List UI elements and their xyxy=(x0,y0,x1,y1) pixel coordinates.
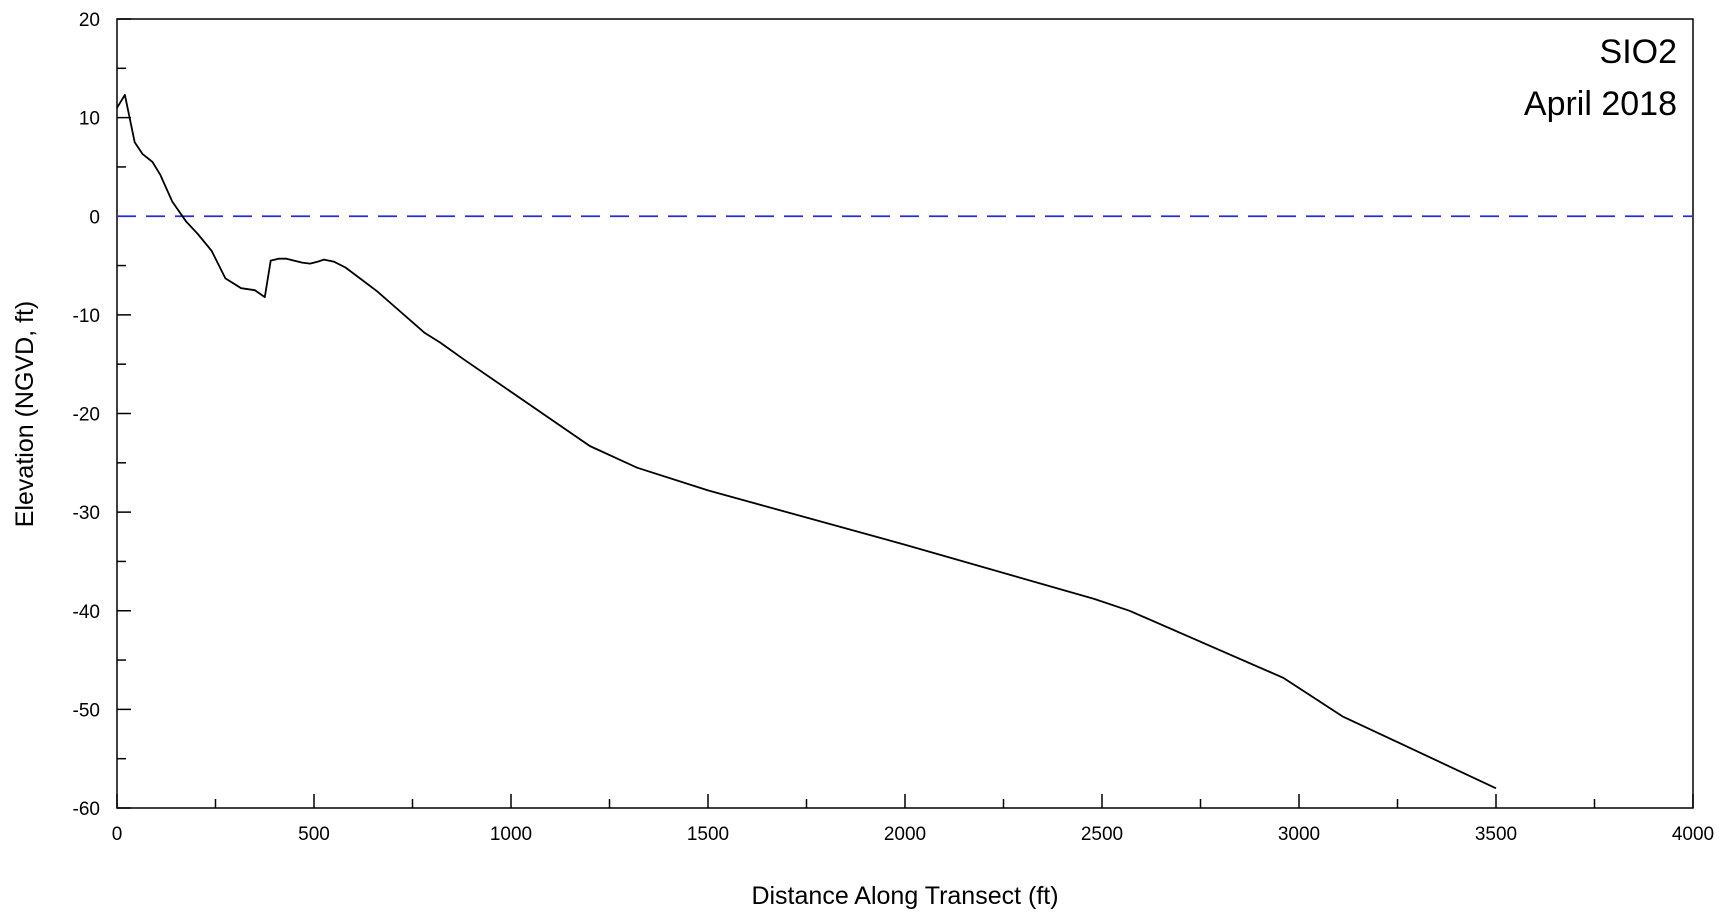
y-axis-title: Elevation (NGVD, ft) xyxy=(11,301,39,527)
axis-ticks xyxy=(116,18,1694,809)
y-tick-label: 10 xyxy=(79,109,100,130)
x-tick-label: 500 xyxy=(298,824,330,845)
x-tick-label: 4000 xyxy=(1672,824,1714,845)
x-tick-label: 2000 xyxy=(884,824,926,845)
x-tick-label: 0 xyxy=(112,824,123,845)
y-tick-label: -20 xyxy=(73,405,100,426)
y-tick-label: -40 xyxy=(73,602,100,623)
y-tick-label: -30 xyxy=(73,503,100,524)
x-tick-label: 1000 xyxy=(490,824,532,845)
y-tick-label: 0 xyxy=(89,207,100,228)
x-axis-title: Distance Along Transect (ft) xyxy=(751,882,1058,910)
x-tick-label: 1500 xyxy=(687,824,729,845)
y-tick-label: -10 xyxy=(73,306,100,327)
annotation-station: SIO2 xyxy=(1600,33,1677,71)
x-tick-label: 3000 xyxy=(1278,824,1320,845)
annotation-date: April 2018 xyxy=(1524,85,1677,123)
y-tick-label: -50 xyxy=(73,700,100,721)
x-tick-label: 3500 xyxy=(1475,824,1517,845)
plot-frame xyxy=(116,18,1694,809)
axis-tick-labels: 0 500 1000 1500 2000 2500 3000 3500 4000 20 10 0 -10… xyxy=(73,10,1715,845)
x-tick-label: 2500 xyxy=(1081,824,1123,845)
elevation-profile-line xyxy=(116,94,1497,790)
y-tick-label: -60 xyxy=(73,799,100,820)
y-tick-label: 20 xyxy=(79,10,100,31)
